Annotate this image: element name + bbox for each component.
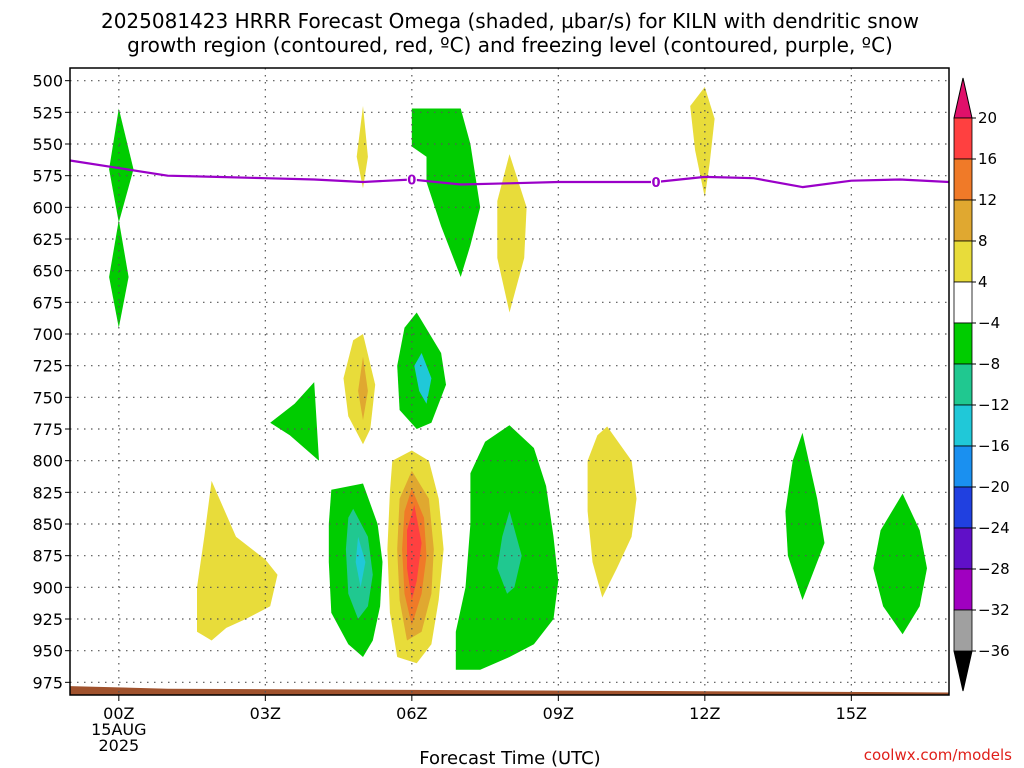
omega-region-23	[873, 493, 927, 635]
colorbar: 20 16 12 8 4 −4 −8 −12 −16 −20 −24 −28 −32 −36	[953, 77, 1010, 692]
x-tick-label-0-1: 15AUG	[91, 720, 146, 739]
colorbar-label-9: −20	[978, 478, 1010, 496]
colorbar-label-7: −12	[978, 396, 1010, 414]
freezing-label-0: 0	[407, 173, 416, 188]
omega-region-2	[356, 106, 368, 189]
colorbar-top-arrow	[953, 77, 973, 119]
omega-region-22	[785, 432, 825, 600]
freezing-label-bg-1	[651, 174, 661, 189]
omega-region-1	[109, 220, 129, 328]
colorbar-bin-10	[953, 527, 973, 570]
colorbar-bin-3	[953, 240, 973, 283]
y-tick-label-575: 575	[32, 167, 63, 186]
y-tick-label-725: 725	[32, 357, 63, 376]
y-tick-label-950: 950	[32, 642, 63, 661]
colorbar-label-4: 4	[978, 273, 988, 291]
colorbar-label-0: 20	[978, 109, 997, 127]
colorbar-bin-0	[953, 117, 973, 160]
y-tick-label-775: 775	[32, 420, 63, 439]
colorbar-label-1: 16	[978, 150, 997, 168]
y-tick-label-750: 750	[32, 388, 63, 407]
x-tick-label-9-0: 09Z	[543, 704, 574, 723]
colorbar-label-3: 8	[978, 232, 988, 250]
colorbar-bin-6	[953, 363, 973, 406]
omega-region-4	[497, 154, 527, 313]
y-tick-label-975: 975	[32, 673, 63, 692]
omega-region-20	[497, 511, 522, 594]
ground-fill	[70, 686, 949, 695]
y-tick-label-625: 625	[32, 230, 63, 249]
y-tick-label-700: 700	[32, 325, 63, 344]
colorbar-bin-2	[953, 199, 973, 242]
x-tick-label-6-0: 06Z	[396, 704, 427, 723]
colorbar-label-6: −8	[978, 355, 1000, 373]
omega-region-3	[411, 108, 481, 277]
colorbar-label-8: −16	[978, 437, 1010, 455]
y-tick-label-500: 500	[32, 72, 63, 91]
y-tick-label-825: 825	[32, 483, 63, 502]
y-tick-label-675: 675	[32, 293, 63, 312]
x-tick-label-15-0: 15Z	[836, 704, 867, 723]
omega-region-5	[690, 87, 715, 198]
omega-shading	[109, 87, 927, 670]
colorbar-bin-1	[953, 158, 973, 201]
omega-region-10	[270, 382, 319, 461]
colorbar-bin-4	[953, 281, 973, 324]
y-tick-label-850: 850	[32, 515, 63, 534]
colorbar-bin-8	[953, 445, 973, 488]
y-tick-label-525: 525	[32, 103, 63, 122]
omega-region-9	[414, 353, 432, 404]
colorbar-bin-11	[953, 568, 973, 611]
x-axis-label: Forecast Time (UTC)	[419, 748, 600, 768]
y-tick-label-925: 925	[32, 610, 63, 629]
x-tick-label-0-0: 00Z	[103, 704, 134, 723]
omega-region-0	[109, 108, 134, 223]
freezing-label-1: 0	[651, 176, 660, 191]
colorbar-label-12: −32	[978, 601, 1010, 619]
colorbar-bin-7	[953, 404, 973, 447]
y-tick-label-600: 600	[32, 198, 63, 217]
colorbar-label-5: −4	[978, 314, 1000, 332]
colorbar-bin-12	[953, 609, 973, 652]
colorbar-label-10: −24	[978, 519, 1010, 537]
chart-title-line2: growth region (contoured, red, ºC) and f…	[127, 33, 893, 57]
y-axis-ticks: 500 525 550 575 600 625 650 675 700 725 750 775 800 8…	[32, 72, 70, 692]
omega-region-18	[407, 505, 422, 600]
colorbar-bottom-arrow	[953, 650, 973, 692]
colorbar-label-2: 12	[978, 191, 997, 209]
ground-surface	[70, 686, 949, 695]
omega-region-11	[197, 480, 278, 641]
freezing-level-line	[69, 159, 950, 189]
omega-region-21	[587, 426, 637, 598]
colorbar-label-11: −28	[978, 560, 1010, 578]
colorbar-bin-9	[953, 486, 973, 529]
freezing-label-bg-0	[406, 171, 417, 187]
colorbar-label-13: −36	[978, 642, 1010, 660]
y-tick-label-800: 800	[32, 452, 63, 471]
credit-text: coolwx.com/models	[864, 746, 1012, 764]
y-tick-label-550: 550	[32, 135, 63, 154]
x-tick-label-3-0: 03Z	[250, 704, 281, 723]
y-tick-label-900: 900	[32, 578, 63, 597]
x-tick-label-12-0: 12Z	[689, 704, 720, 723]
y-tick-label-650: 650	[32, 262, 63, 281]
colorbar-bin-5	[953, 322, 973, 365]
chart-title-line1: 2025081423 HRRR Forecast Omega (shaded, …	[101, 9, 919, 33]
omega-region-7	[358, 356, 368, 421]
omega-region-14	[355, 536, 366, 588]
plot-frame	[69, 67, 950, 696]
x-tick-label-0-2: 2025	[98, 736, 139, 755]
y-tick-label-875: 875	[32, 547, 63, 566]
